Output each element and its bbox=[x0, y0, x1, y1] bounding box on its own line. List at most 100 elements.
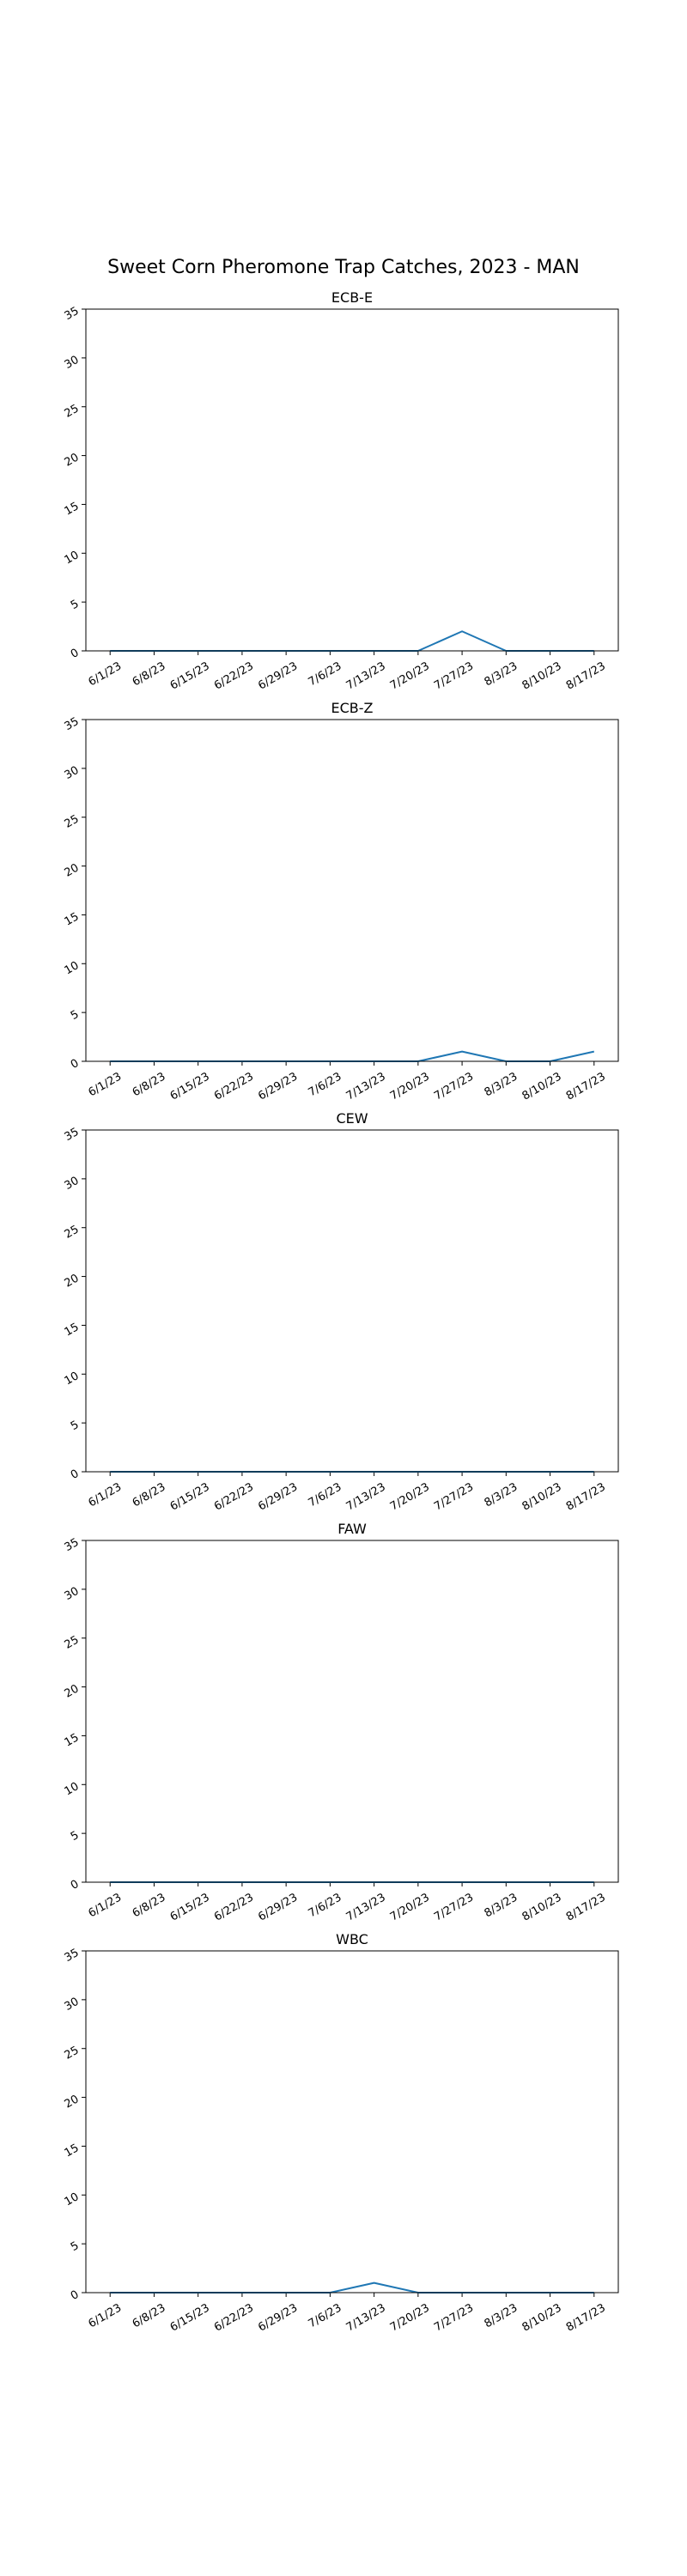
x-tick-label: 8/3/23 bbox=[483, 1891, 520, 1920]
x-tick-label: 6/29/23 bbox=[256, 1891, 300, 1923]
chart-panel-faw: FAW 0 5 10 15 20 25 30 35 6/1/23 6/8/23 6/15/23 6/22… bbox=[63, 1521, 619, 1924]
y-tick-label: 25 bbox=[63, 2044, 82, 2063]
x-tick-label: 8/17/23 bbox=[564, 2301, 608, 2334]
y-tick-label: 0 bbox=[69, 1878, 82, 1893]
y-tick-label: 5 bbox=[69, 1419, 82, 1433]
panel-title: FAW bbox=[337, 1521, 367, 1537]
x-tick-label: 8/10/23 bbox=[520, 1480, 564, 1513]
y-tick-label: 5 bbox=[69, 1829, 82, 1844]
y-tick-label: 5 bbox=[69, 1008, 82, 1023]
x-tick-label: 7/13/23 bbox=[344, 1480, 388, 1513]
axes-frame bbox=[85, 719, 619, 1062]
y-tick-label: 20 bbox=[63, 1682, 82, 1700]
panel-title: ECB-E bbox=[331, 289, 373, 306]
y-tick-label: 25 bbox=[63, 1224, 82, 1242]
y-tick-label: 0 bbox=[69, 647, 82, 661]
x-tick-label: 8/17/23 bbox=[564, 1891, 608, 1923]
x-tick-label: 7/20/23 bbox=[388, 1891, 432, 1923]
series-line bbox=[110, 630, 594, 652]
x-tick-label: 6/1/23 bbox=[86, 1891, 124, 1920]
x-tick-label: 6/1/23 bbox=[86, 2301, 124, 2330]
y-tick-label: 0 bbox=[69, 1057, 82, 1072]
x-tick-label: 7/13/23 bbox=[344, 2301, 388, 2334]
x-tick-label: 8/10/23 bbox=[520, 1070, 564, 1103]
x-tick-label: 7/6/23 bbox=[307, 1480, 344, 1510]
x-tick-label: 6/1/23 bbox=[86, 659, 124, 689]
y-tick-label: 20 bbox=[63, 861, 82, 879]
y-tick-label: 10 bbox=[63, 1780, 82, 1798]
y-tick-label: 25 bbox=[63, 403, 82, 421]
x-tick-label: 6/8/23 bbox=[131, 1070, 168, 1099]
x-tick-label: 8/3/23 bbox=[483, 1480, 520, 1510]
x-tick-label: 7/13/23 bbox=[344, 659, 388, 692]
y-tick-label: 20 bbox=[63, 451, 82, 469]
x-tick-label: 7/6/23 bbox=[307, 659, 344, 689]
x-tick-label: 8/3/23 bbox=[483, 1070, 520, 1099]
y-tick-label: 20 bbox=[63, 2093, 82, 2111]
y-tick-label: 5 bbox=[69, 2239, 82, 2254]
y-tick-label: 15 bbox=[63, 1321, 82, 1339]
x-tick-label: 6/22/23 bbox=[212, 1480, 256, 1513]
y-tick-label: 25 bbox=[63, 813, 82, 831]
x-tick-label: 6/22/23 bbox=[212, 1891, 256, 1923]
y-tick-label: 15 bbox=[63, 1731, 82, 1749]
y-tick-label: 15 bbox=[63, 910, 82, 928]
x-tick-label: 6/15/23 bbox=[168, 1891, 212, 1923]
x-tick-label: 6/15/23 bbox=[168, 1070, 212, 1103]
y-tick-label: 15 bbox=[63, 2142, 82, 2160]
y-tick-label: 30 bbox=[63, 1585, 82, 1603]
axes-frame bbox=[85, 1950, 619, 2293]
y-tick-label: 35 bbox=[63, 305, 82, 323]
axes-frame bbox=[85, 1540, 619, 1883]
x-tick-label: 6/29/23 bbox=[256, 1070, 300, 1103]
x-tick-label: 8/17/23 bbox=[564, 1480, 608, 1513]
x-tick-label: 6/8/23 bbox=[131, 2301, 168, 2330]
x-tick-label: 6/15/23 bbox=[168, 1480, 212, 1513]
y-tick-label: 10 bbox=[63, 549, 82, 567]
x-tick-label: 6/29/23 bbox=[256, 659, 300, 692]
y-tick-label: 35 bbox=[63, 1947, 82, 1965]
x-tick-label: 7/6/23 bbox=[307, 1070, 344, 1099]
x-tick-label: 6/22/23 bbox=[212, 659, 256, 692]
y-tick-label: 35 bbox=[63, 715, 82, 733]
y-tick-label: 10 bbox=[63, 1370, 82, 1388]
x-tick-label: 8/17/23 bbox=[564, 1070, 608, 1103]
panel-title: CEW bbox=[336, 1110, 368, 1127]
y-tick-label: 0 bbox=[69, 1467, 82, 1482]
axes-frame bbox=[85, 1129, 619, 1473]
y-tick-label: 30 bbox=[63, 1996, 82, 2014]
y-tick-label: 35 bbox=[63, 1126, 82, 1144]
y-tick-label: 35 bbox=[63, 1536, 82, 1554]
y-tick-label: 20 bbox=[63, 1272, 82, 1290]
x-tick-label: 7/13/23 bbox=[344, 1891, 388, 1923]
chart-panel-wbc: WBC 0 5 10 15 20 25 30 35 6/1/23 6/8/23 6/15/23 6/22… bbox=[63, 1931, 619, 2335]
axes-frame bbox=[85, 308, 619, 652]
panel-title: ECB-Z bbox=[331, 700, 374, 716]
x-tick-label: 6/1/23 bbox=[86, 1070, 124, 1099]
figure-title: Sweet Corn Pheromone Trap Catches, 2023 … bbox=[107, 257, 580, 278]
x-tick-label: 7/6/23 bbox=[307, 2301, 344, 2330]
y-tick-label: 10 bbox=[63, 959, 82, 977]
x-tick-label: 6/29/23 bbox=[256, 1480, 300, 1513]
x-tick-label: 7/20/23 bbox=[388, 1070, 432, 1103]
x-tick-label: 8/3/23 bbox=[483, 659, 520, 689]
chart-panel-cew: CEW 0 5 10 15 20 25 30 35 6/1/23 6/8/23 6/15/23 6/22… bbox=[63, 1110, 619, 1514]
x-tick-label: 6/8/23 bbox=[131, 659, 168, 689]
x-tick-label: 7/6/23 bbox=[307, 1891, 344, 1920]
x-tick-label: 7/27/23 bbox=[432, 2301, 476, 2334]
x-tick-label: 8/10/23 bbox=[520, 1891, 564, 1923]
y-tick-label: 0 bbox=[69, 2288, 82, 2303]
x-tick-label: 6/1/23 bbox=[86, 1480, 124, 1510]
x-tick-label: 6/8/23 bbox=[131, 1891, 168, 1920]
x-tick-label: 7/27/23 bbox=[432, 1891, 476, 1923]
x-tick-label: 7/20/23 bbox=[388, 2301, 432, 2334]
series-line bbox=[110, 2281, 594, 2293]
x-tick-label: 6/22/23 bbox=[212, 2301, 256, 2334]
x-tick-label: 8/3/23 bbox=[483, 2301, 520, 2330]
series-line bbox=[110, 1050, 595, 1062]
x-tick-label: 7/20/23 bbox=[388, 659, 432, 692]
y-tick-label: 10 bbox=[63, 2190, 82, 2208]
x-tick-label: 8/17/23 bbox=[564, 659, 608, 692]
x-tick-label: 7/13/23 bbox=[344, 1070, 388, 1103]
